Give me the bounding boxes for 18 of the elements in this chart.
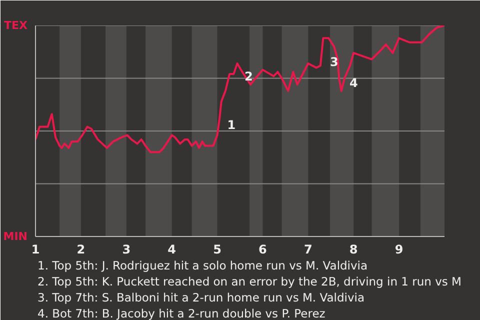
x-tick-label: 4: [168, 242, 176, 256]
x-tick-label: 5: [213, 242, 222, 256]
x-tick-label: 8: [349, 242, 358, 256]
x-tick-label: 9: [394, 242, 404, 256]
x-tick-label: 3: [122, 242, 131, 256]
annotation: 1: [227, 118, 236, 132]
x-tick-label: 1: [31, 242, 40, 256]
x-tick-label: 7: [304, 242, 312, 256]
text: TEX: [4, 19, 28, 32]
text: 3. Top 7th: S. Balboni hit a 2-run home run vs M. Valdivia: [38, 290, 364, 304]
annotation: 2: [244, 70, 253, 84]
x-tick-label: 2: [76, 242, 86, 256]
text: 2. Top 5th: K. Puckett reached on an error by the 2B, driving in 1 run vs M: [38, 274, 462, 288]
text: 1. Top 5th: J. Rodriguez hit a solo home run vs M. Valdivia: [38, 258, 368, 272]
x-tick-label: 6: [258, 242, 267, 256]
text: MIN: [3, 230, 28, 243]
text: 4. Bot 7th: B. Jacoby hit a 2-run double vs P. Perez: [38, 306, 326, 320]
annotation: 4: [350, 76, 358, 90]
